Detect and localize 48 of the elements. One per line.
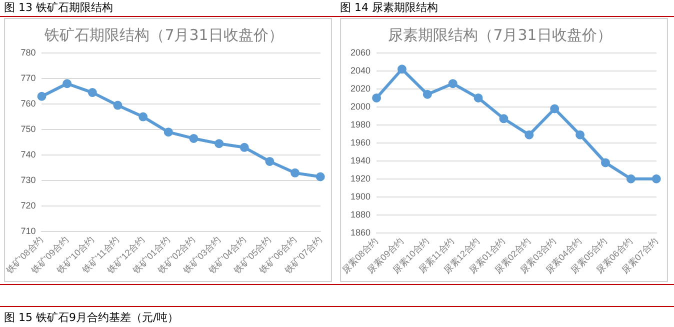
y-tick-label: 1900 [350, 191, 371, 202]
point [550, 104, 560, 114]
point [37, 92, 46, 101]
point [88, 88, 97, 98]
y-tick-label: 710 [20, 226, 36, 236]
point [214, 139, 224, 148]
point [265, 156, 274, 166]
point [600, 158, 610, 168]
y-tick-label: 1980 [350, 119, 371, 130]
y-tick-label: 2040 [350, 65, 371, 76]
y-tick-label: 1960 [350, 137, 371, 148]
y-tick-label: 750 [20, 124, 36, 134]
y-tick-label: 730 [20, 175, 36, 186]
point [474, 93, 483, 102]
y-tick-label: 760 [20, 98, 36, 109]
point [372, 93, 382, 102]
point [626, 174, 636, 184]
point [576, 130, 585, 140]
point [164, 128, 173, 137]
y-tick-label: 2020 [350, 83, 371, 94]
chart-subtitle: 图 13 铁矿石期限结构 [4, 0, 113, 15]
y-tick-label: 2060 [350, 47, 371, 58]
point [290, 168, 300, 178]
point [62, 79, 72, 88]
caption: 图 15 铁矿石9月合约基差（元/吨） [4, 310, 179, 325]
chart-title: 尿素期限结构（7月31日收盘价） [388, 26, 612, 44]
y-tick-label: 1920 [350, 173, 371, 184]
point [316, 172, 325, 182]
point [524, 130, 534, 140]
y-tick-label: 2000 [350, 101, 371, 112]
y-tick-label: 1940 [350, 155, 371, 166]
y-tick-label: 770 [20, 73, 36, 83]
point [113, 100, 122, 110]
y-tick-label: 780 [20, 47, 36, 58]
point [397, 64, 406, 74]
point [499, 114, 508, 124]
y-tick-label: 1860 [350, 227, 371, 238]
point [652, 174, 661, 184]
point [240, 142, 249, 152]
point [422, 90, 432, 99]
chart-subtitle: 图 14 尿素期限结构 [340, 0, 438, 15]
y-tick-label: 1880 [350, 209, 371, 220]
point [448, 79, 458, 88]
point [189, 134, 198, 143]
y-tick-label: 720 [20, 200, 36, 211]
chart-title: 铁矿石期限结构（7月31日收盘价） [44, 26, 284, 44]
point [138, 112, 148, 122]
y-tick-label: 740 [20, 150, 36, 160]
